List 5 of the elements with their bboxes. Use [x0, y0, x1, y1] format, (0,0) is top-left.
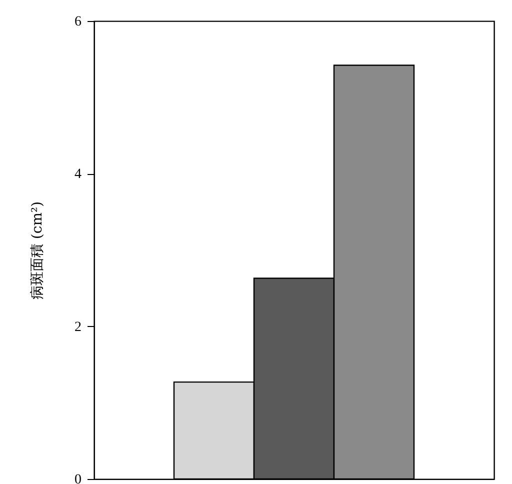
y-tick-label: 4 [74, 167, 82, 182]
y-axis-title: 病斑面積 (cm²) [30, 201, 46, 300]
y-tick-label: 0 [74, 472, 82, 484]
y-tick-label: 6 [74, 14, 82, 30]
y-tick-label: 2 [74, 320, 82, 335]
